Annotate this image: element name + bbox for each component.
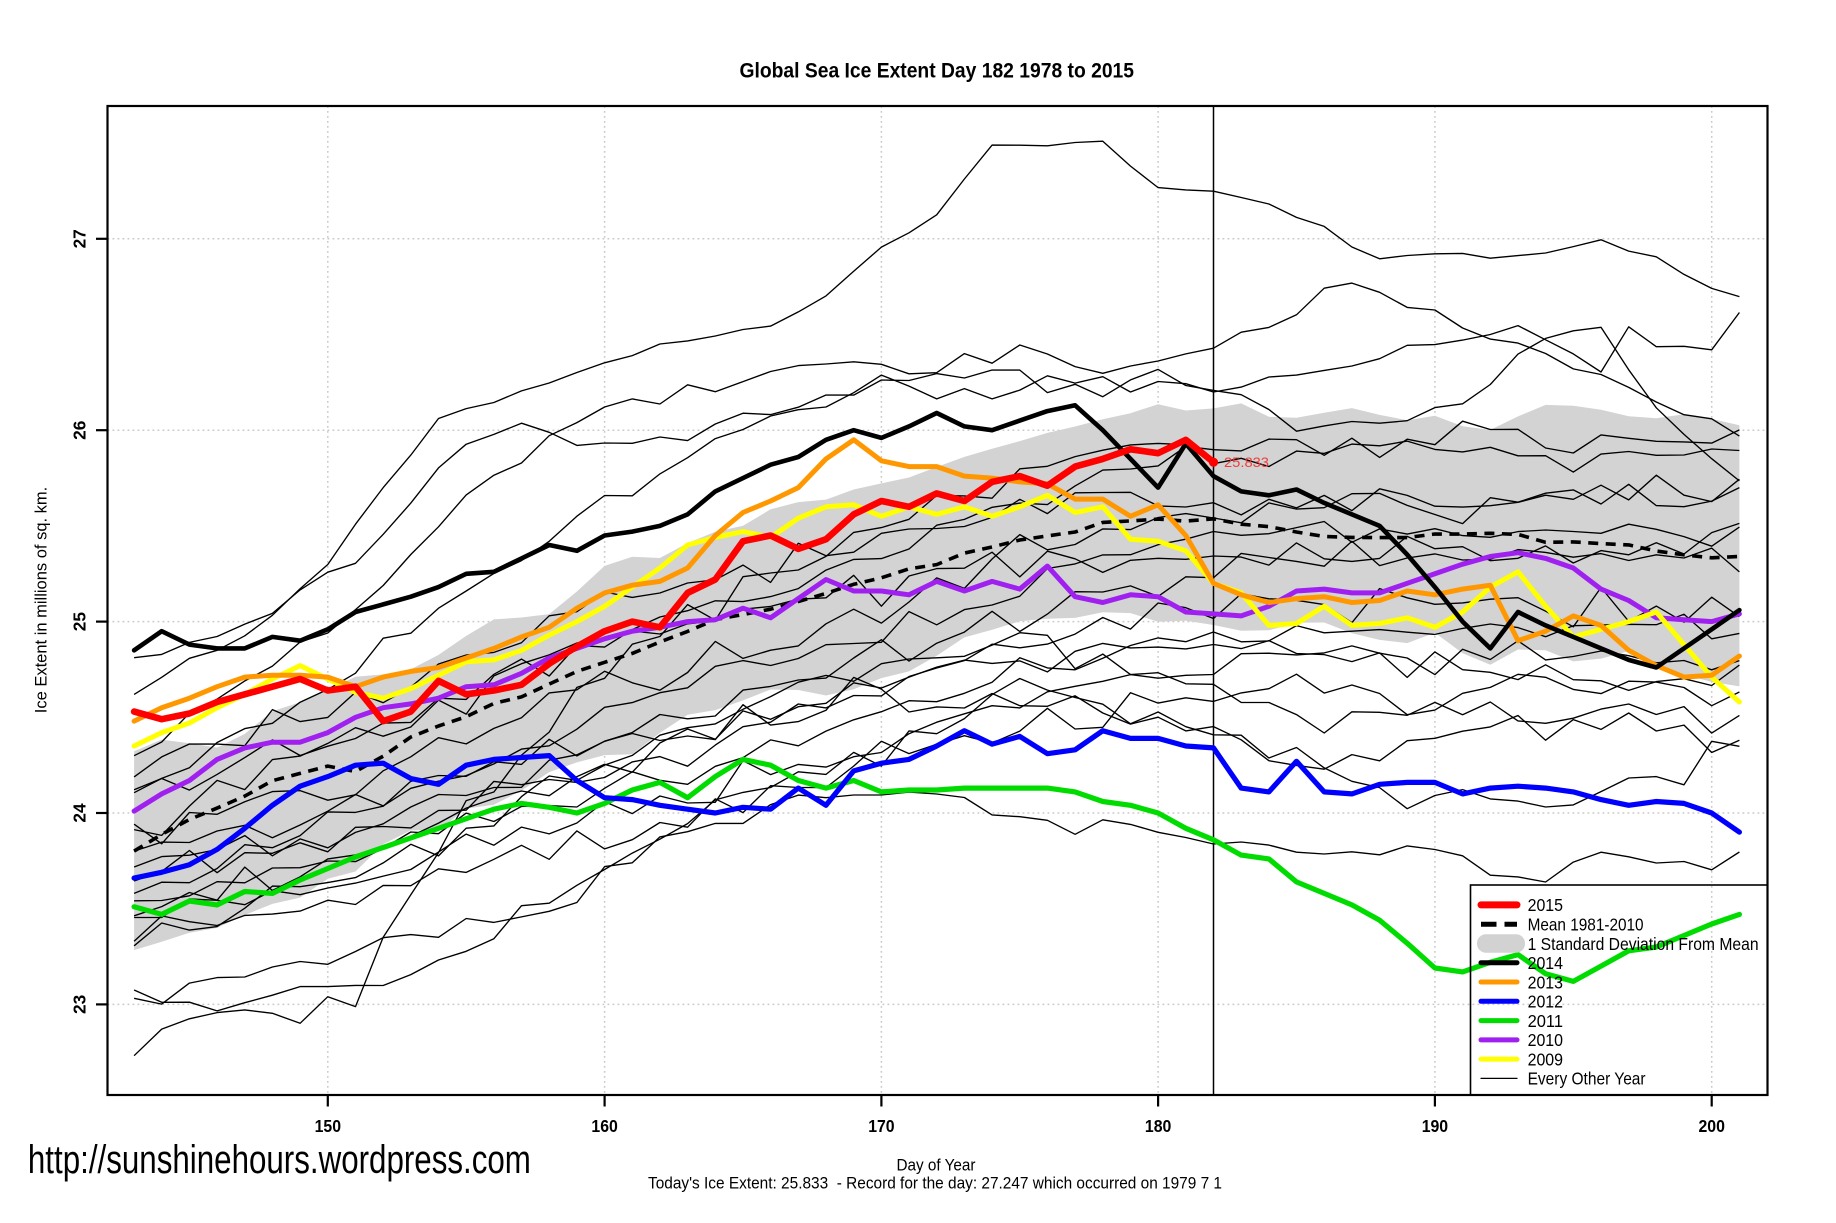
svg-text:Ice Extent in millions of sq.: Ice Extent in millions of sq. km.: [33, 487, 51, 714]
svg-text:2010: 2010: [1528, 1030, 1563, 1050]
svg-text:2014: 2014: [1528, 953, 1563, 973]
svg-text:23: 23: [70, 995, 90, 1014]
svg-text:25: 25: [70, 612, 90, 632]
svg-text:1 Standard Deviation From Mean: 1 Standard Deviation From Mean: [1528, 934, 1759, 954]
svg-text:http://sunshinehours.wordpress: http://sunshinehours.wordpress.com: [28, 1138, 531, 1182]
svg-text:Global Sea Ice Extent Day 182: Global Sea Ice Extent Day 182 1978 to 20…: [740, 60, 1135, 83]
svg-text:2015: 2015: [1528, 895, 1563, 915]
svg-text:Every Other Year: Every Other Year: [1528, 1069, 1646, 1089]
svg-text:2013: 2013: [1528, 972, 1563, 992]
svg-text:180: 180: [1145, 1116, 1171, 1136]
svg-text:24: 24: [70, 803, 90, 823]
svg-text:26: 26: [70, 421, 90, 440]
svg-text:190: 190: [1422, 1116, 1448, 1136]
svg-text:2011: 2011: [1528, 1011, 1563, 1031]
svg-text:27: 27: [70, 229, 90, 248]
svg-text:170: 170: [868, 1116, 894, 1136]
svg-text:Day of Year: Day of Year: [897, 1156, 976, 1174]
svg-text:2012: 2012: [1528, 992, 1563, 1012]
svg-text:200: 200: [1699, 1116, 1725, 1136]
svg-text:25.833: 25.833: [1224, 454, 1269, 470]
svg-text:160: 160: [591, 1116, 617, 1136]
svg-text:2009: 2009: [1528, 1049, 1563, 1069]
svg-text:Today's Ice Extent: 25.833 -: Today's Ice Extent: 25.833 - Record for …: [648, 1173, 1222, 1192]
svg-text:150: 150: [315, 1116, 341, 1136]
svg-text:Mean 1981-2010: Mean 1981-2010: [1528, 915, 1644, 935]
